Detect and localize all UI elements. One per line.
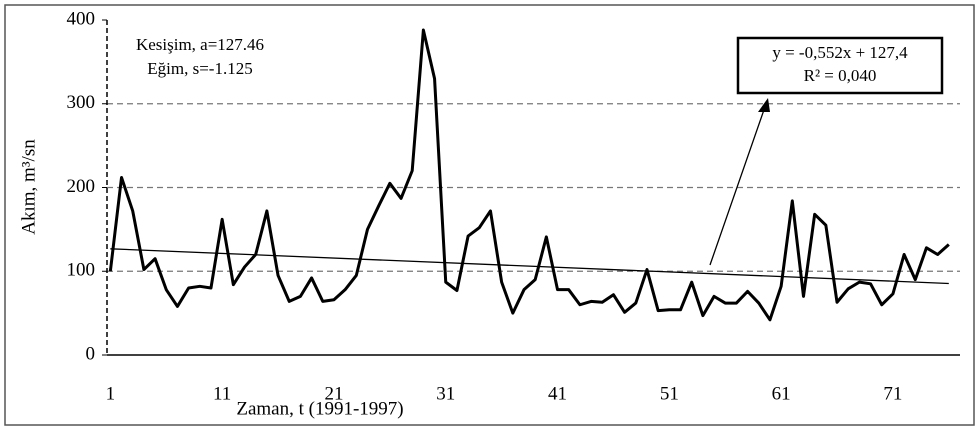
y-tick-label: 400 [67, 8, 96, 29]
arrow-head [758, 98, 770, 112]
x-tick-label: 1 [106, 383, 116, 404]
trend-line [110, 248, 949, 285]
frame [4, 4, 975, 426]
equation: y = -0,552x + 127,4 [772, 43, 908, 62]
y-tick-label: 300 [67, 92, 96, 113]
x-axis-label: Zaman, t (1991-1997) [236, 398, 403, 419]
x-tick-label: 41 [548, 383, 567, 404]
equation-box [736, 36, 944, 95]
slope-note: Eğim, s=-1.125 [147, 59, 252, 78]
x-tick-label: 11 [213, 383, 231, 404]
r-squared: R² = 0,040 [804, 66, 877, 85]
x-tick-label: 61 [772, 383, 791, 404]
x-tick-label: 71 [883, 383, 902, 404]
y-tick-label: 0 [86, 343, 96, 364]
x-tick-label: 51 [660, 383, 679, 404]
x-tick-label: 31 [436, 383, 455, 404]
y-axis-label: Akım, m³/sn [18, 139, 39, 235]
arrow [709, 103, 767, 266]
y-tick-label: 200 [67, 176, 96, 197]
x-tick-label: 21 [324, 383, 343, 404]
intercept-note: Kesişim, a=127.46 [136, 35, 264, 54]
y-tick-label: 100 [67, 260, 96, 281]
data-line [108, 28, 950, 322]
